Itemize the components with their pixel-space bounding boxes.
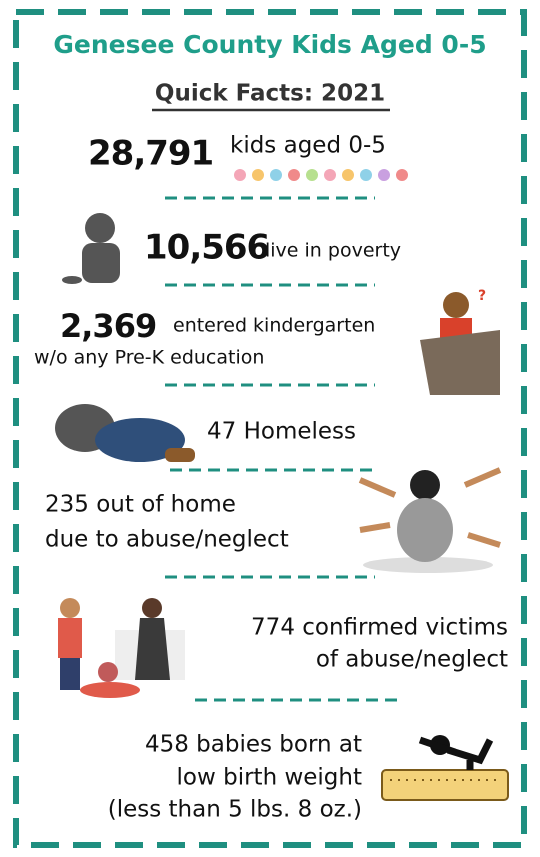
subtitle: Quick Facts: 2021 (155, 81, 385, 107)
fact-number: 10,566 (144, 228, 269, 268)
fact-text: low birth weight (177, 765, 362, 791)
abuse-illustration (58, 598, 185, 698)
fact-text: 458 babies born at (145, 732, 362, 758)
fact-number: 28,791 (88, 134, 213, 174)
desk-illustration: ? (420, 288, 500, 395)
fact-text: 774 confirmed victims (251, 615, 508, 641)
fact-text: live in poverty (265, 240, 401, 262)
svg-text:?: ? (478, 288, 486, 304)
title: Genesee County Kids Aged 0-5 (53, 30, 486, 59)
fact-text: 235 out of home (45, 492, 236, 518)
fact-text: of abuse/neglect (316, 647, 508, 673)
fact-text: due to abuse/neglect (45, 527, 289, 553)
scale-illustration (382, 735, 508, 800)
fact-text: 47 Homeless (207, 419, 356, 445)
fact-text: kids aged 0-5 (230, 133, 386, 159)
homeless-illustration (55, 404, 195, 462)
kids-illustration (234, 169, 408, 181)
page: {"header": {"title": "Genesee County Kid… (0, 0, 540, 857)
fact-text: (less than 5 lbs. 8 oz.) (108, 797, 362, 823)
poverty-illustration (62, 213, 120, 284)
infographic: Genesee County Kids Aged 0-5 Quick Facts… (0, 0, 540, 857)
accused-illustration (360, 470, 500, 573)
fact-text: entered kindergarten (173, 315, 375, 337)
fact-text: w/o any Pre-K education (34, 347, 264, 369)
fact-number: 2,369 (60, 307, 156, 345)
